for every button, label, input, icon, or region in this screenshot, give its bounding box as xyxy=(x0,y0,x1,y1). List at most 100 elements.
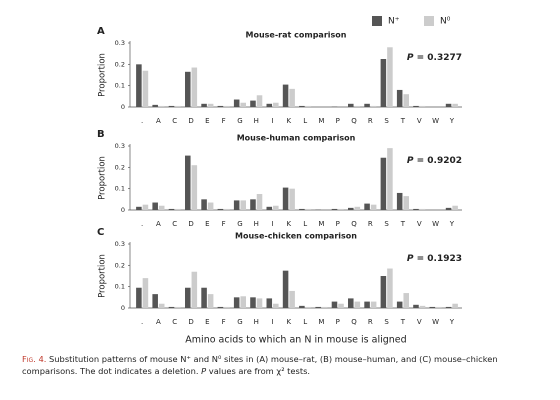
x-tick-label: W xyxy=(432,220,439,228)
bar xyxy=(380,276,387,308)
x-tick-label: A xyxy=(156,318,161,326)
x-tick-label: L xyxy=(303,117,307,125)
x-tick-label: S xyxy=(384,318,389,326)
y-tick-label: 0.2 xyxy=(115,163,125,171)
chart-title: Mouse-rat comparison xyxy=(246,31,347,40)
y-tick-label: 0.1 xyxy=(115,283,125,291)
bar xyxy=(348,207,354,210)
x-tick-label: K xyxy=(287,220,292,228)
bar xyxy=(240,296,246,308)
bar xyxy=(445,306,452,308)
bar xyxy=(380,157,387,210)
bar xyxy=(273,102,279,107)
x-tick-label: Y xyxy=(449,117,455,125)
y-axis-label: Proportion xyxy=(98,53,108,97)
x-tick-label: T xyxy=(400,220,406,228)
bar xyxy=(299,305,305,308)
chart-title: Mouse-human comparison xyxy=(237,134,356,143)
bar xyxy=(217,306,224,308)
bar xyxy=(305,105,312,107)
legend-label: N⁰ xyxy=(440,17,451,27)
y-tick-label: 0.2 xyxy=(115,60,125,68)
x-tick-label: S xyxy=(384,117,389,125)
x-tick-label: Q xyxy=(351,117,357,125)
legend-label: N⁺ xyxy=(388,17,400,27)
bar xyxy=(331,301,338,308)
bar xyxy=(299,208,305,210)
x-tick-label: V xyxy=(417,220,422,228)
bar xyxy=(256,298,263,308)
bar xyxy=(370,105,377,107)
x-tick-label: I xyxy=(272,318,274,326)
bar xyxy=(331,208,338,210)
bar xyxy=(419,305,426,308)
bar xyxy=(168,105,175,107)
bar xyxy=(136,287,142,308)
x-tick-label: M xyxy=(318,220,324,228)
bar xyxy=(233,200,240,210)
x-tick-label: G xyxy=(237,117,242,125)
bar xyxy=(452,103,458,107)
bar xyxy=(413,105,419,107)
bar xyxy=(207,202,214,210)
bar xyxy=(168,208,175,210)
bar xyxy=(207,103,214,107)
x-tick-label: V xyxy=(417,318,422,326)
bar xyxy=(240,200,246,210)
bar xyxy=(387,268,393,308)
bar xyxy=(338,303,344,308)
bar xyxy=(256,194,263,210)
bar xyxy=(201,103,207,107)
x-tick-label: A xyxy=(156,117,161,125)
bar xyxy=(224,105,230,107)
bar xyxy=(266,298,273,308)
x-tick-label: I xyxy=(272,220,274,228)
bar xyxy=(338,208,344,210)
bar xyxy=(445,103,452,107)
bar xyxy=(201,287,207,308)
bar xyxy=(191,271,198,308)
caption-label: Fig. 4. xyxy=(22,354,47,364)
x-tick-label: D xyxy=(188,220,193,228)
bar xyxy=(152,104,158,107)
bar xyxy=(370,301,377,308)
x-tick-label: L xyxy=(303,318,307,326)
bar xyxy=(289,290,295,308)
bar xyxy=(256,95,263,107)
x-tick-label: C xyxy=(172,220,177,228)
x-tick-label: K xyxy=(287,318,292,326)
x-tick-label: E xyxy=(205,220,209,228)
x-tick-label: K xyxy=(287,117,292,125)
bar xyxy=(348,298,354,308)
bar xyxy=(142,278,149,308)
p-text: = 0.3277 xyxy=(413,53,462,63)
bar xyxy=(396,301,403,308)
y-tick-label: 0 xyxy=(121,103,125,111)
x-tick-label: G xyxy=(237,318,242,326)
bar xyxy=(185,155,191,210)
bar xyxy=(436,306,442,308)
y-tick-label: 0.3 xyxy=(115,142,125,150)
bar xyxy=(224,306,230,308)
p-value: P = 0.3277 xyxy=(407,53,462,63)
x-tick-label: C xyxy=(172,117,177,125)
x-tick-label: F xyxy=(222,117,226,125)
x-tick-label: W xyxy=(432,318,439,326)
y-tick-label: 0.1 xyxy=(115,185,125,193)
bar xyxy=(289,88,295,107)
bar xyxy=(250,199,256,210)
p-value: P = 0.9202 xyxy=(407,156,462,166)
x-tick-label: M xyxy=(318,318,324,326)
bar xyxy=(152,202,158,210)
x-tick-label: H xyxy=(254,117,259,125)
bar xyxy=(136,64,142,107)
x-tick-label: E xyxy=(205,117,209,125)
x-tick-label: . xyxy=(141,117,143,125)
x-tick-label: V xyxy=(417,117,422,125)
x-tick-label: T xyxy=(400,318,406,326)
bar xyxy=(387,148,393,210)
bar xyxy=(175,306,181,308)
x-tick-label: I xyxy=(272,117,274,125)
bar xyxy=(136,206,142,210)
